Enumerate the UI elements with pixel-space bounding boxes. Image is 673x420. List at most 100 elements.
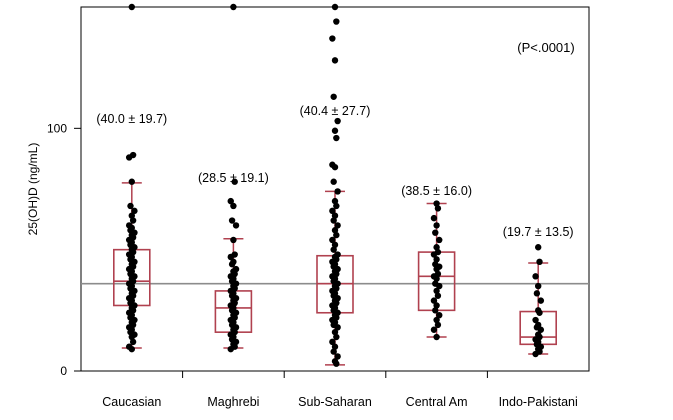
x-tick-label-2: Sub-Saharan	[298, 395, 372, 409]
data-point	[128, 333, 135, 341]
mean-sd-label-1: (28.5 ± 19.1)	[198, 171, 269, 185]
data-point	[227, 253, 234, 261]
data-point	[436, 282, 443, 290]
data-point	[128, 178, 135, 185]
data-point	[333, 333, 340, 341]
data-point	[231, 178, 238, 185]
data-point	[227, 345, 234, 353]
data-point	[433, 200, 440, 207]
data-point	[433, 256, 440, 263]
data-point	[433, 287, 440, 295]
data-point	[533, 290, 541, 297]
data-point	[430, 251, 438, 258]
data-point	[432, 307, 439, 314]
data-point	[334, 324, 341, 331]
data-point	[433, 222, 440, 229]
data-point	[536, 258, 543, 265]
data-point	[128, 3, 135, 11]
data-point	[434, 321, 442, 329]
data-point	[131, 207, 138, 215]
data-point	[532, 316, 539, 324]
data-point	[329, 338, 336, 346]
data-point	[228, 217, 236, 224]
data-point	[128, 212, 135, 219]
x-tick-label-3: Central Am	[406, 395, 468, 409]
y-tick-label-0: 0	[60, 364, 67, 378]
data-point	[228, 261, 236, 268]
data-point	[434, 292, 442, 299]
data-point	[433, 302, 440, 309]
data-point	[330, 178, 337, 185]
data-point	[430, 297, 438, 304]
data-point	[333, 134, 340, 142]
mean-sd-labels: (40.0 ± 19.7) (28.5 ± 19.1) (40.4 ± 27.7) (…	[96, 104, 573, 239]
data-point	[433, 265, 440, 273]
p-value-annotation: (P<.0001)	[517, 40, 574, 55]
data-point	[329, 35, 336, 42]
data-point	[334, 188, 341, 195]
x-tick-label-1: Maghrebi	[207, 395, 259, 409]
data-point	[125, 154, 133, 161]
data-point	[331, 212, 339, 219]
data-point	[430, 326, 438, 333]
data-point	[331, 328, 339, 336]
mean-sd-label-0: (40.0 ± 19.7)	[96, 112, 167, 126]
data-point	[230, 3, 237, 11]
y-axis-label: 25(OH)D (ng/mL)	[26, 143, 40, 236]
x-tick-label-0: Caucasian	[102, 395, 161, 409]
mean-sd-label-2: (40.4 ± 27.7)	[300, 104, 371, 118]
data-point	[433, 333, 440, 341]
data-point	[433, 316, 440, 324]
data-point	[535, 244, 542, 251]
data-point	[331, 241, 339, 249]
points-layer	[125, 3, 545, 367]
data-point	[537, 326, 545, 333]
data-point	[436, 311, 443, 319]
data-point	[227, 197, 234, 205]
data-point	[333, 231, 340, 239]
mean-sd-label-4: (19.7 ± 13.5)	[503, 225, 574, 239]
data-point	[333, 202, 340, 210]
data-point	[129, 338, 137, 346]
data-point	[128, 345, 135, 353]
data-point	[333, 360, 340, 367]
data-point	[331, 57, 339, 64]
data-point	[532, 350, 539, 358]
data-point	[434, 205, 442, 212]
data-point	[331, 197, 339, 205]
data-point	[331, 227, 339, 234]
data-point	[129, 217, 137, 224]
data-point	[329, 207, 336, 215]
data-point	[334, 222, 341, 229]
data-point	[333, 18, 340, 25]
data-point	[433, 275, 440, 282]
data-point	[330, 348, 337, 355]
x-tick-label-4: Indo-Pakistani	[499, 395, 578, 409]
y-tick-label-1: 100	[47, 121, 67, 135]
data-point	[330, 246, 337, 253]
data-point	[532, 273, 539, 280]
data-point	[230, 236, 237, 244]
data-point	[535, 282, 542, 290]
data-point	[329, 236, 336, 244]
data-point	[432, 229, 439, 236]
data-point	[430, 214, 438, 222]
data-point	[331, 127, 339, 134]
data-point	[330, 217, 337, 224]
data-point	[334, 353, 341, 360]
data-point	[331, 343, 339, 350]
data-point	[537, 297, 545, 304]
data-point	[330, 93, 337, 100]
mean-sd-label-3: (38.5 ± 16.0)	[401, 184, 472, 198]
data-point	[230, 202, 237, 210]
axis-layer: 0 100 Caucasian Maghrebi Sub-Saharan Central …	[47, 121, 578, 409]
data-point	[433, 244, 440, 251]
data-point	[436, 236, 443, 244]
data-point	[536, 309, 543, 316]
data-point	[331, 3, 339, 11]
data-point	[232, 222, 240, 229]
data-point	[127, 202, 134, 210]
data-point	[331, 163, 339, 171]
data-point	[334, 117, 341, 125]
